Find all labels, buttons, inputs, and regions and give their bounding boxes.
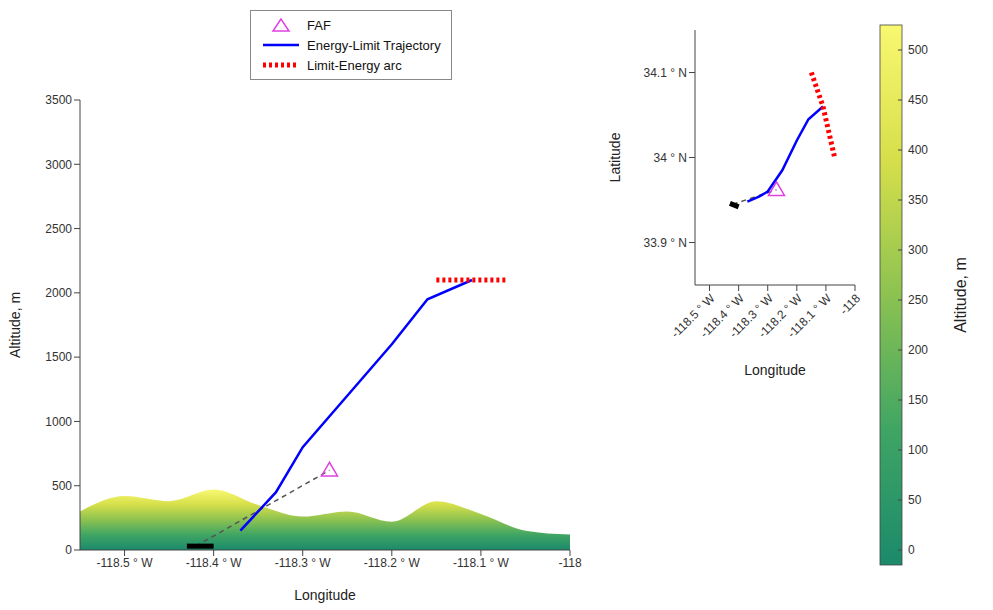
svg-text:-118.3 ° W: -118.3 ° W (726, 291, 776, 341)
svg-text:450: 450 (908, 93, 928, 107)
svg-text:-118: -118 (558, 556, 581, 570)
svg-text:500: 500 (908, 43, 928, 57)
svg-text:-118.5 ° W: -118.5 ° W (668, 291, 718, 341)
svg-text:-118.4 ° W: -118.4 ° W (186, 556, 243, 570)
svg-text:1000: 1000 (45, 415, 72, 429)
html-text:Limit-Energy arc: Limit-Energy arc (307, 57, 402, 73)
svg-text:2500: 2500 (45, 222, 72, 236)
svg-text:150: 150 (908, 393, 928, 407)
svg-text:34.1 ° N: 34.1 ° N (644, 66, 688, 80)
svg-text:1500: 1500 (45, 350, 72, 364)
svg-text:Longitude: Longitude (744, 362, 806, 378)
svg-text:-118.4 ° W: -118.4 ° W (697, 291, 747, 341)
svg-text:50: 50 (908, 493, 922, 507)
svg-text:2000: 2000 (45, 286, 72, 300)
svg-text:-118.2 ° W: -118.2 ° W (364, 556, 421, 570)
svg-text:250: 250 (908, 293, 928, 307)
svg-text:Altitude, m: Altitude, m (7, 292, 23, 358)
svg-text:0: 0 (65, 543, 72, 557)
svg-text:3500: 3500 (45, 93, 72, 107)
svg-text:200: 200 (908, 343, 928, 357)
svg-text:-118.3 ° W: -118.3 ° W (275, 556, 332, 570)
svg-text:Latitude: Latitude (607, 132, 623, 182)
html-text:Energy-Limit Trajectory: Energy-Limit Trajectory (307, 37, 441, 53)
svg-text:500: 500 (52, 479, 72, 493)
svg-text:-118: -118 (837, 291, 863, 317)
html-text:FAF: FAF (307, 17, 331, 33)
svg-text:350: 350 (908, 193, 928, 207)
svg-text:33.9 ° N: 33.9 ° N (644, 236, 688, 250)
svg-text:100: 100 (908, 443, 928, 457)
svg-text:Longitude: Longitude (294, 587, 356, 603)
svg-text:3000: 3000 (45, 158, 72, 172)
svg-text:0: 0 (908, 543, 915, 557)
svg-text:34 ° N: 34 ° N (654, 151, 687, 165)
svg-text:-118.5 ° W: -118.5 ° W (97, 556, 154, 570)
svg-text:Altitude, m: Altitude, m (952, 257, 969, 333)
svg-text:400: 400 (908, 143, 928, 157)
svg-text:300: 300 (908, 243, 928, 257)
svg-text:-118.2 ° W: -118.2 ° W (755, 291, 805, 341)
svg-text:-118.1 ° W: -118.1 ° W (785, 291, 835, 341)
svg-text:-118.1 ° W: -118.1 ° W (453, 556, 510, 570)
